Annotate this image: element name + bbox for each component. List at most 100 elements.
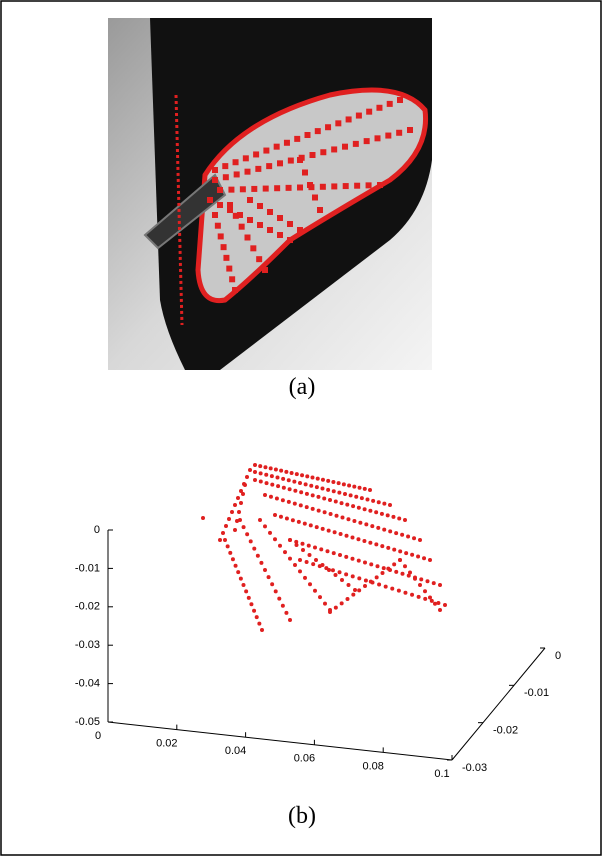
marker (325, 124, 332, 131)
point (275, 475, 280, 480)
marker (212, 177, 218, 183)
point (381, 566, 386, 571)
point (331, 551, 336, 556)
point (340, 515, 345, 520)
point (388, 529, 393, 534)
point (356, 537, 361, 542)
point (404, 551, 409, 556)
point (299, 490, 304, 495)
marker (212, 167, 218, 173)
point (268, 494, 273, 499)
point (431, 581, 436, 586)
point (298, 481, 302, 485)
point (376, 525, 381, 530)
point (266, 575, 271, 580)
marker (345, 116, 352, 123)
point (416, 554, 421, 559)
point (345, 597, 350, 601)
point (371, 498, 376, 503)
point (318, 595, 322, 600)
point (331, 480, 336, 485)
point (277, 596, 282, 601)
point (294, 543, 299, 547)
marker (277, 232, 283, 238)
point (241, 583, 246, 587)
point (374, 542, 379, 547)
marker (263, 147, 270, 154)
point (403, 564, 407, 569)
point (288, 618, 292, 622)
point (319, 547, 324, 552)
point (260, 628, 264, 632)
marker (212, 212, 218, 218)
marker (335, 120, 342, 127)
point (281, 485, 286, 490)
point (325, 549, 330, 554)
point (273, 589, 278, 594)
point (296, 519, 301, 524)
marker (256, 256, 263, 263)
point (368, 508, 373, 513)
point (243, 483, 247, 487)
point (278, 543, 282, 548)
marker (217, 202, 223, 208)
point (344, 572, 349, 577)
point (345, 502, 350, 507)
point (433, 601, 437, 606)
marker (223, 254, 230, 261)
point (386, 566, 391, 571)
point (263, 524, 267, 529)
marker (287, 237, 293, 243)
marker (283, 139, 290, 146)
point (253, 478, 257, 482)
point (339, 601, 344, 606)
marker (277, 160, 283, 167)
point (412, 536, 417, 541)
point (337, 570, 342, 575)
marker (297, 157, 303, 163)
point (376, 500, 381, 505)
marker (262, 185, 269, 192)
point (438, 583, 442, 587)
z-tick-label: -0.02 (75, 601, 100, 613)
y-tick-label: -0.01 (524, 687, 549, 699)
point (287, 487, 292, 492)
marker (377, 182, 383, 188)
point (270, 582, 275, 587)
point (284, 516, 289, 521)
point (396, 588, 401, 593)
marker (396, 129, 403, 136)
point (352, 484, 357, 489)
point (328, 512, 333, 517)
point (357, 588, 362, 593)
marker (237, 212, 243, 218)
point (304, 505, 309, 510)
point (368, 579, 373, 584)
point (252, 546, 257, 551)
point (281, 476, 286, 481)
marker (232, 159, 239, 166)
marker (267, 227, 273, 233)
marker (287, 221, 293, 227)
marker (257, 203, 263, 209)
point (309, 483, 314, 488)
point (294, 472, 299, 477)
marker (297, 184, 303, 191)
marker (247, 217, 253, 223)
marker (207, 197, 213, 203)
point (314, 558, 318, 562)
point (236, 496, 240, 500)
point (423, 596, 428, 601)
point (370, 524, 375, 529)
point (292, 479, 297, 484)
point (284, 610, 289, 615)
point (278, 514, 283, 519)
x-tick-label: 0 (95, 730, 101, 742)
point (382, 527, 387, 532)
point (428, 595, 432, 600)
point (338, 532, 343, 537)
point (300, 541, 305, 546)
point (223, 538, 227, 542)
marker (266, 163, 273, 170)
z-tick-label: -0.01 (75, 562, 100, 574)
